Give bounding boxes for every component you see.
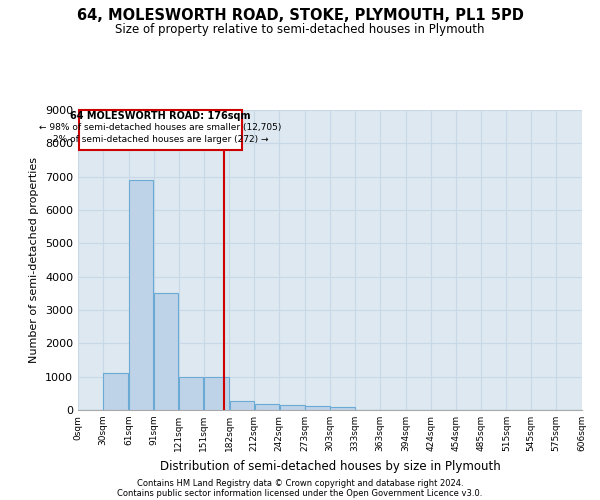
Text: 2% of semi-detached houses are larger (272) →: 2% of semi-detached houses are larger (2…	[53, 135, 268, 144]
Text: Contains HM Land Registry data © Crown copyright and database right 2024.: Contains HM Land Registry data © Crown c…	[137, 478, 463, 488]
Bar	[230, 401, 254, 410]
X-axis label: Distribution of semi-detached houses by size in Plymouth: Distribution of semi-detached houses by …	[160, 460, 500, 472]
Bar	[103, 374, 128, 410]
Bar	[331, 406, 355, 410]
Text: ← 98% of semi-detached houses are smaller (12,705): ← 98% of semi-detached houses are smalle…	[39, 123, 281, 132]
Bar	[204, 376, 229, 410]
Bar	[254, 404, 279, 410]
Bar	[179, 376, 203, 410]
Bar	[154, 294, 178, 410]
Text: Contains public sector information licensed under the Open Government Licence v3: Contains public sector information licen…	[118, 488, 482, 498]
Text: 64 MOLESWORTH ROAD: 176sqm: 64 MOLESWORTH ROAD: 176sqm	[70, 111, 251, 121]
Bar	[305, 406, 329, 410]
FancyBboxPatch shape	[79, 110, 242, 150]
Text: 64, MOLESWORTH ROAD, STOKE, PLYMOUTH, PL1 5PD: 64, MOLESWORTH ROAD, STOKE, PLYMOUTH, PL…	[77, 8, 523, 22]
Bar	[280, 405, 305, 410]
Y-axis label: Number of semi-detached properties: Number of semi-detached properties	[29, 157, 40, 363]
Text: Size of property relative to semi-detached houses in Plymouth: Size of property relative to semi-detach…	[115, 22, 485, 36]
Bar	[129, 180, 154, 410]
